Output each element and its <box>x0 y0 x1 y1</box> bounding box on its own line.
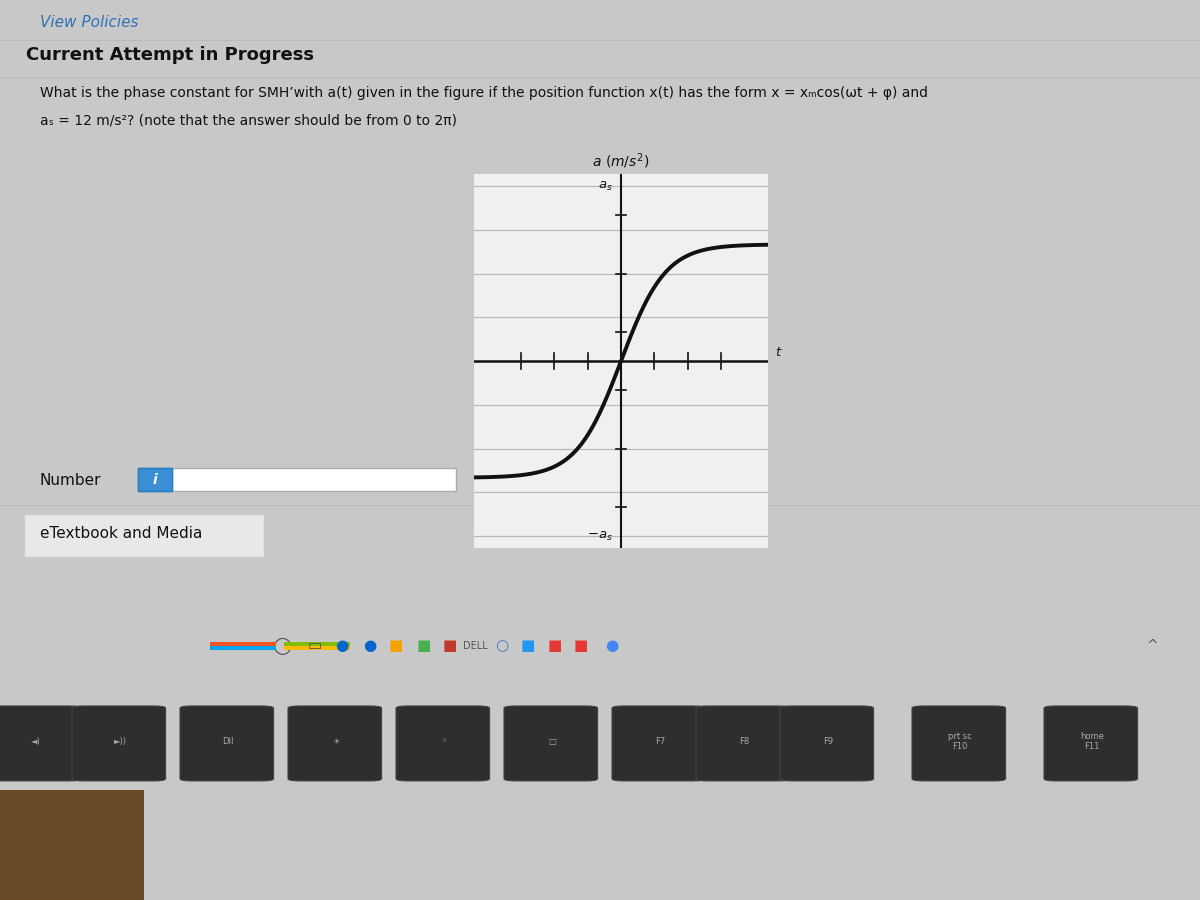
Text: ▭: ▭ <box>307 638 322 653</box>
Text: ●: ● <box>605 638 619 653</box>
Text: prt sc
F10: prt sc F10 <box>948 732 972 751</box>
Text: DELL: DELL <box>463 641 487 651</box>
FancyBboxPatch shape <box>288 706 382 781</box>
Text: $t$: $t$ <box>775 346 782 359</box>
Text: ◦: ◦ <box>442 737 446 746</box>
Bar <box>210 646 276 650</box>
FancyBboxPatch shape <box>612 706 706 781</box>
FancyBboxPatch shape <box>24 514 264 557</box>
FancyBboxPatch shape <box>180 706 274 781</box>
Text: ○: ○ <box>494 638 509 653</box>
Title: $a\ (m/s^2)$: $a\ (m/s^2)$ <box>593 151 649 171</box>
Text: ■: ■ <box>416 638 431 653</box>
Text: DII: DII <box>222 737 234 746</box>
Text: Units: Units <box>516 472 556 488</box>
Text: F8: F8 <box>739 737 749 746</box>
Bar <box>284 642 350 645</box>
Text: ◄): ◄) <box>31 737 41 746</box>
Text: F7: F7 <box>655 737 665 746</box>
Text: ■: ■ <box>521 638 535 653</box>
Text: home
F11: home F11 <box>1080 732 1104 751</box>
Text: ►)): ►)) <box>114 737 126 746</box>
Text: Current Attempt in Progress: Current Attempt in Progress <box>26 46 314 64</box>
Text: F9: F9 <box>823 737 833 746</box>
FancyBboxPatch shape <box>72 706 166 781</box>
Text: $-a_s$: $-a_s$ <box>587 529 613 543</box>
FancyBboxPatch shape <box>396 706 490 781</box>
FancyBboxPatch shape <box>912 706 1006 781</box>
Text: i: i <box>152 472 157 487</box>
FancyBboxPatch shape <box>138 468 172 491</box>
Text: ■: ■ <box>389 638 403 653</box>
Text: ■: ■ <box>574 638 588 653</box>
Text: ●: ● <box>362 638 377 653</box>
Text: ■: ■ <box>443 638 457 653</box>
FancyBboxPatch shape <box>1044 706 1138 781</box>
FancyBboxPatch shape <box>138 468 456 491</box>
Bar <box>0 790 144 900</box>
Text: ^: ^ <box>1146 639 1158 652</box>
Text: ○: ○ <box>272 635 292 656</box>
Text: $a_s$: $a_s$ <box>599 179 613 193</box>
FancyBboxPatch shape <box>696 706 790 781</box>
Bar <box>284 646 350 650</box>
Text: ☀: ☀ <box>332 737 340 746</box>
Text: ■: ■ <box>547 638 562 653</box>
Text: □: □ <box>548 737 556 746</box>
Text: i: i <box>152 472 157 487</box>
Text: View Policies: View Policies <box>40 15 138 31</box>
Text: What is the phase constant for SMHʼwith a(t) given in the figure if the position: What is the phase constant for SMHʼwith … <box>40 86 928 100</box>
FancyBboxPatch shape <box>504 706 598 781</box>
Text: eTextbook and Media: eTextbook and Media <box>40 526 202 541</box>
FancyBboxPatch shape <box>0 706 82 781</box>
Text: ⌄: ⌄ <box>706 473 715 486</box>
FancyBboxPatch shape <box>138 468 172 491</box>
Text: Number: Number <box>40 472 101 488</box>
Text: ●: ● <box>335 638 349 653</box>
Text: aₛ = 12 m/s²? (note that the answer should be from 0 to 2π): aₛ = 12 m/s²? (note that the answer shou… <box>40 113 457 127</box>
Bar <box>210 642 276 645</box>
FancyBboxPatch shape <box>582 468 720 491</box>
FancyBboxPatch shape <box>780 706 874 781</box>
